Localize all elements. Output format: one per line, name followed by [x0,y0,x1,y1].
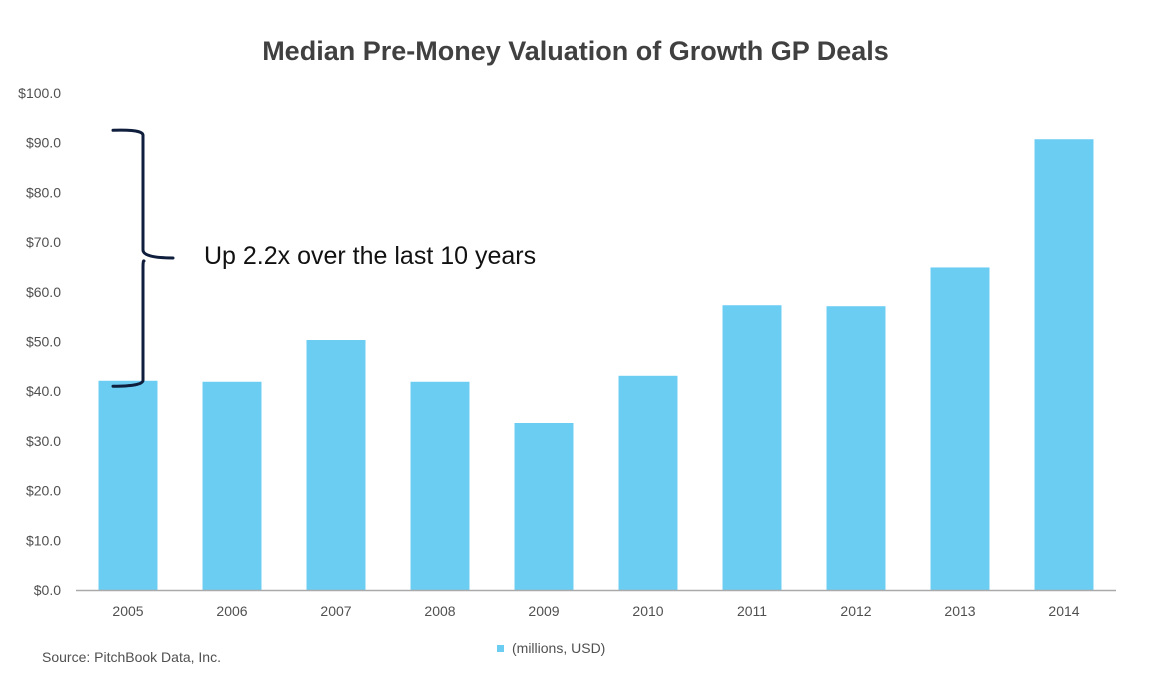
bar-2008 [410,381,470,590]
y-tick-label: $60.0 [26,284,61,300]
bar-2007 [306,340,366,590]
legend-label: (millions, USD) [512,640,606,656]
x-tick-label: 2014 [1048,603,1079,619]
y-tick-label: $100.0 [18,85,61,101]
x-tick-label: 2008 [424,603,455,619]
chart-title: Median Pre-Money Valuation of Growth GP … [262,36,889,66]
y-tick-label: $30.0 [26,433,61,449]
y-tick-label: $20.0 [26,483,61,499]
bar-2013 [930,267,990,590]
y-tick-label: $70.0 [26,234,61,250]
y-tick-label: $80.0 [26,184,61,200]
x-axis-ticks: 2005 2006 2007 2008 2009 2010 2011 2012 2013 2014 [112,603,1079,619]
y-tick-label: $40.0 [26,383,61,399]
source-note: Source: PitchBook Data, Inc. [42,649,221,665]
bar-2006 [202,381,262,590]
y-axis-ticks: $0.0 $10.0 $20.0 $30.0 $40.0 $50.0 $60.0 $70.0 $… [18,85,61,598]
x-tick-label: 2005 [112,603,143,619]
y-tick-label: $90.0 [26,135,61,151]
bar-2005 [98,380,158,590]
y-tick-label: $0.0 [34,582,61,598]
x-tick-label: 2010 [632,603,663,619]
bar-2010 [618,375,678,590]
x-tick-label: 2011 [737,603,767,619]
bar-2012 [826,306,886,590]
bar-2009 [514,423,574,590]
bar-2014 [1034,139,1094,590]
legend: (millions, USD) [497,640,605,656]
bars [98,139,1094,590]
curly-brace-annotation [111,128,175,388]
y-tick-label: $10.0 [26,532,61,548]
y-tick-label: $50.0 [26,334,61,350]
annotation-text: Up 2.2x over the last 10 years [204,242,537,270]
x-tick-label: 2009 [528,603,559,619]
legend-swatch [497,644,504,652]
x-tick-label: 2013 [944,603,975,619]
bar-2011 [722,305,782,590]
x-tick-label: 2006 [216,603,247,619]
x-tick-label: 2007 [320,603,351,619]
x-tick-label: 2012 [840,603,871,619]
